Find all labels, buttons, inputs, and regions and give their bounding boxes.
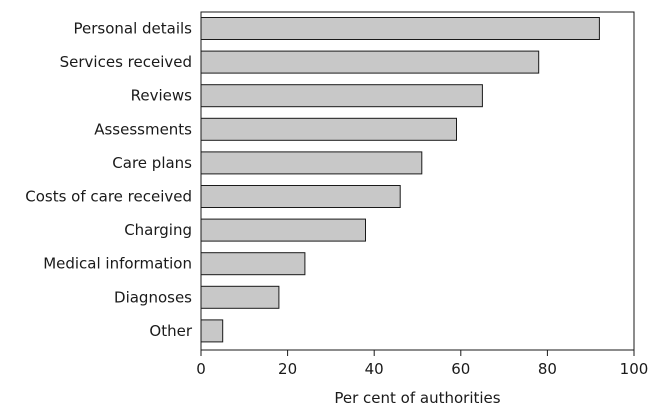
bar-charging [200, 218, 366, 242]
category-label-assessments: Assessments [94, 120, 192, 138]
category-label-diagnoses: Diagnoses [114, 288, 192, 306]
category-label-services-received: Services received [60, 53, 192, 71]
category-label-reviews: Reviews [131, 87, 193, 105]
x-axis-title: Per cent of authorities [334, 389, 500, 407]
bar-costs-of-care-received [200, 185, 401, 208]
x-tick-label-0: 0 [196, 360, 206, 378]
bars-group [200, 17, 600, 343]
bar-care-plans [200, 151, 423, 175]
x-axis-ticks-group: 0 20 40 60 80 100 [196, 350, 648, 378]
bar-personal-details [200, 17, 600, 40]
bar-services-received [200, 50, 540, 74]
bar-medical-information [200, 252, 306, 276]
bar-other [200, 319, 224, 343]
x-tick-label-80: 80 [538, 360, 557, 378]
bar-reviews [200, 84, 483, 108]
category-label-charging: Charging [124, 221, 192, 239]
category-label-medical-information: Medical information [43, 255, 192, 273]
x-tick-label-40: 40 [365, 360, 384, 378]
category-labels-group: Personal details Services received Reviews… [25, 20, 193, 340]
category-label-personal-details: Personal details [73, 20, 192, 38]
x-tick-label-100: 100 [620, 360, 649, 378]
x-tick-label-60: 60 [451, 360, 470, 378]
category-label-other: Other [149, 322, 192, 340]
bar-assessments [200, 117, 457, 141]
plot-frame [200, 11, 635, 351]
category-label-care-plans: Care plans [112, 154, 192, 172]
category-label-costs-of-care-received: Costs of care received [25, 188, 192, 206]
bar-diagnoses [200, 285, 280, 309]
x-tick-label-20: 20 [278, 360, 297, 378]
